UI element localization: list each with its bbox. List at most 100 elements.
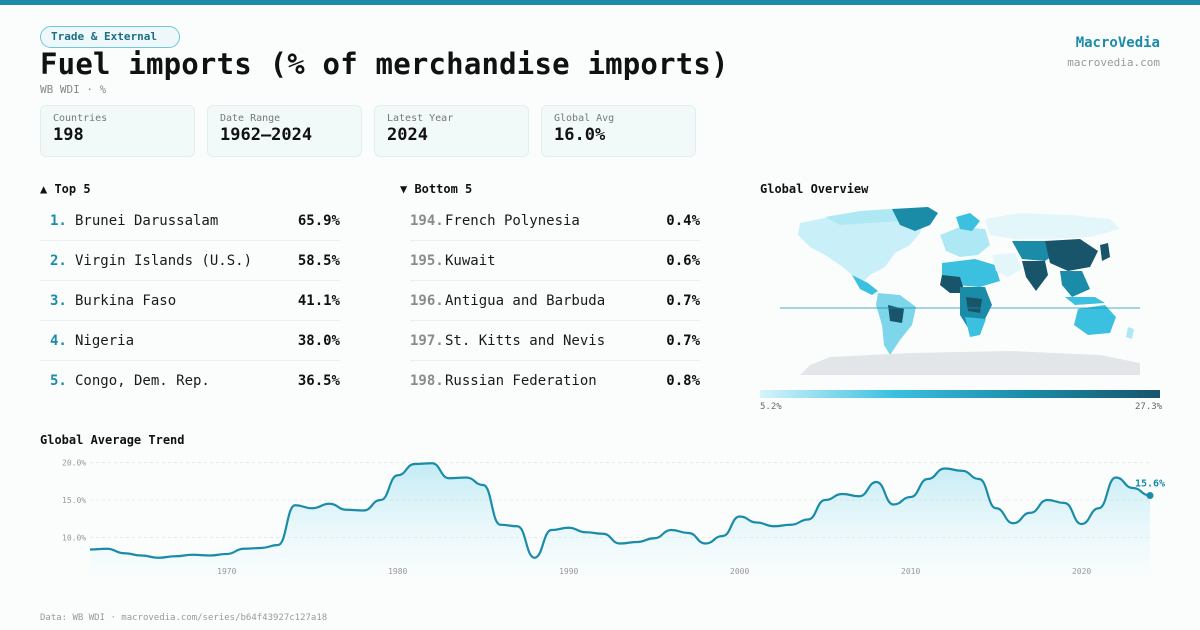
- rank-number: 195.: [410, 252, 444, 269]
- map-region-australia: [1074, 305, 1116, 335]
- trend-line: [89, 462, 1151, 559]
- country-value: 0.4%: [666, 212, 700, 229]
- trend-last-point: [1146, 492, 1154, 499]
- footer-source: Data: WB WDI · macrovedia.com/series/b64…: [40, 613, 328, 623]
- brand-url[interactable]: macrovedia.com: [1067, 56, 1160, 69]
- country-name: Nigeria: [75, 332, 135, 349]
- trend-heading: Global Average Trend: [40, 433, 185, 447]
- trend-chart[interactable]: 10.0% 15.0% 20.0% 15.6% 1970 1980 1990 2000 20…: [40, 455, 1170, 580]
- y-tick-label: 15.0%: [62, 496, 86, 505]
- map-region-russia: [985, 213, 1120, 239]
- map-heading: Global Overview: [760, 182, 869, 196]
- stat-value: 198: [53, 125, 84, 145]
- map-region-india: [1022, 261, 1048, 291]
- y-tick-label: 20.0%: [62, 459, 86, 468]
- x-tick-label: 1990: [559, 567, 578, 576]
- country-name: Kuwait: [445, 252, 496, 269]
- list-item[interactable]: 1. Brunei Darussalam 65.9%: [40, 201, 340, 241]
- rank-number: 3.: [50, 292, 67, 309]
- list-item[interactable]: 194. French Polynesia 0.4%: [410, 201, 700, 241]
- country-name: Congo, Dem. Rep.: [75, 373, 210, 389]
- country-value: 58.5%: [297, 252, 340, 269]
- stat-value: 16.0%: [554, 125, 606, 145]
- bottom5-list: 194. French Polynesia 0.4% 195. Kuwait 0…: [410, 201, 700, 401]
- map-region-china: [1045, 239, 1098, 271]
- top5-heading: ▲ Top 5: [40, 182, 91, 196]
- country-value: 41.1%: [297, 292, 340, 309]
- stat-global-avg: Global Avg 16.0%: [541, 105, 696, 157]
- map-region-southern-africa: [965, 317, 986, 337]
- map-region-japan: [1100, 243, 1110, 261]
- map-region-congo: [966, 297, 982, 313]
- brand-logo[interactable]: MacroVedia: [1075, 35, 1160, 51]
- map-region-bolivia-paraguay: [888, 305, 904, 323]
- list-item[interactable]: 197. St. Kitts and Nevis 0.7%: [410, 321, 700, 361]
- country-name: Virgin Islands (U.S.): [75, 252, 253, 269]
- x-tick-label: 1980: [388, 567, 407, 576]
- country-name: Burkina Faso: [75, 292, 177, 309]
- world-choropleth-map[interactable]: [760, 205, 1160, 380]
- legend-max-label: 27.3%: [1135, 402, 1163, 412]
- country-name: Russian Federation: [445, 373, 597, 389]
- rank-number: 197.: [410, 332, 444, 349]
- country-value: 0.6%: [666, 252, 700, 269]
- list-item[interactable]: 198. Russian Federation 0.8%: [410, 361, 700, 401]
- stat-value: 1962–2024: [220, 125, 313, 145]
- map-region-southeast-asia: [1060, 271, 1090, 297]
- list-item[interactable]: 2. Virgin Islands (U.S.) 58.5%: [40, 241, 340, 281]
- x-tick-label: 1970: [217, 567, 236, 576]
- stat-date-range: Date Range 1962–2024: [207, 105, 362, 157]
- list-item[interactable]: 3. Burkina Faso 41.1%: [40, 281, 340, 321]
- list-item[interactable]: 195. Kuwait 0.6%: [410, 241, 700, 281]
- stat-value: 2024: [387, 125, 428, 145]
- legend-min-label: 5.2%: [760, 402, 782, 412]
- trend-area: [90, 463, 1150, 575]
- stat-label: Latest Year: [387, 113, 454, 124]
- rank-number: 5.: [50, 373, 67, 389]
- country-name: Antigua and Barbuda: [445, 292, 606, 309]
- stat-countries: Countries 198: [40, 105, 195, 157]
- rank-number: 2.: [50, 252, 67, 269]
- rank-number: 1.: [50, 212, 67, 229]
- list-item[interactable]: 4. Nigeria 38.0%: [40, 321, 340, 361]
- country-name: Brunei Darussalam: [75, 212, 219, 229]
- list-item[interactable]: 196. Antigua and Barbuda 0.7%: [410, 281, 700, 321]
- stat-label: Date Range: [220, 113, 281, 124]
- map-region-central-america: [852, 275, 878, 295]
- bottom5-heading: ▼ Bottom 5: [400, 182, 473, 196]
- country-name: French Polynesia: [445, 212, 580, 229]
- x-tick-label: 2010: [901, 567, 920, 576]
- y-tick-label: 10.0%: [62, 534, 86, 543]
- stat-label: Global Avg: [554, 113, 615, 124]
- map-region-europe: [940, 227, 990, 257]
- x-tick-label: 2000: [730, 567, 749, 576]
- map-region-canada-north: [825, 209, 910, 225]
- map-region-middle-east: [992, 253, 1022, 277]
- map-region-south-america: [876, 293, 916, 355]
- rank-number: 4.: [50, 332, 67, 349]
- rank-number: 198.: [410, 373, 444, 389]
- country-value: 0.7%: [666, 292, 700, 309]
- map-region-indonesia: [1065, 297, 1105, 305]
- stat-label: Countries: [53, 113, 108, 124]
- country-value: 65.9%: [297, 212, 340, 229]
- stat-latest-year: Latest Year 2024: [374, 105, 529, 157]
- trend-last-label: 15.6%: [1135, 479, 1165, 490]
- top5-list: 1. Brunei Darussalam 65.9% 2. Virgin Isl…: [40, 201, 340, 401]
- country-value: 36.5%: [297, 373, 340, 389]
- map-region-new-zealand: [1126, 327, 1134, 339]
- map-region-antarctica: [800, 351, 1140, 375]
- page-title: Fuel imports (% of merchandise imports): [40, 47, 729, 81]
- country-value: 0.7%: [666, 332, 700, 349]
- country-value: 0.8%: [666, 373, 700, 389]
- list-item[interactable]: 5. Congo, Dem. Rep. 36.5%: [40, 361, 340, 401]
- country-value: 38.0%: [297, 332, 340, 349]
- page-subtitle: WB WDI · %: [40, 83, 107, 96]
- category-badge[interactable]: Trade & External: [40, 26, 180, 48]
- country-name: St. Kitts and Nevis: [445, 332, 606, 349]
- rank-number: 196.: [410, 292, 444, 309]
- map-legend-gradient: [760, 390, 1160, 398]
- map-region-scandinavia: [956, 213, 980, 231]
- map-region-greenland: [892, 207, 938, 231]
- map-region-north-america: [798, 211, 925, 285]
